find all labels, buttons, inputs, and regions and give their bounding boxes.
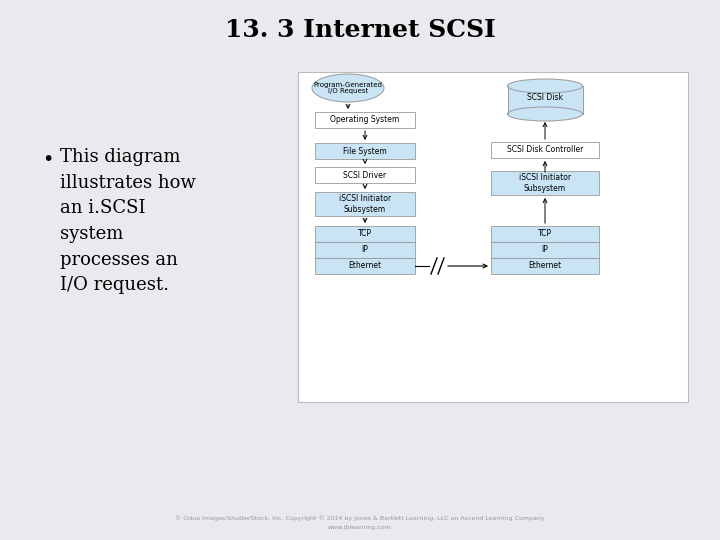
FancyBboxPatch shape bbox=[315, 192, 415, 216]
Text: TCP: TCP bbox=[358, 230, 372, 239]
Ellipse shape bbox=[508, 79, 582, 93]
Text: Ethernet: Ethernet bbox=[528, 261, 562, 271]
FancyBboxPatch shape bbox=[491, 171, 599, 195]
FancyBboxPatch shape bbox=[315, 242, 415, 258]
Text: IP: IP bbox=[541, 246, 549, 254]
FancyBboxPatch shape bbox=[315, 112, 415, 128]
Text: SCSI Disk Controller: SCSI Disk Controller bbox=[507, 145, 583, 154]
FancyBboxPatch shape bbox=[508, 86, 582, 114]
Text: SCSI Driver: SCSI Driver bbox=[343, 171, 387, 179]
Text: © Odua Images/ShutterStock, Inc. Copyright © 2014 by Jones & Bartlett Learning, : © Odua Images/ShutterStock, Inc. Copyrig… bbox=[175, 515, 545, 521]
FancyBboxPatch shape bbox=[491, 226, 599, 242]
FancyBboxPatch shape bbox=[315, 167, 415, 183]
Text: iSCSI Initiator
Subsystem: iSCSI Initiator Subsystem bbox=[339, 194, 391, 214]
Ellipse shape bbox=[508, 107, 582, 121]
FancyBboxPatch shape bbox=[315, 143, 415, 159]
Text: Program-Generated
I/O Request: Program-Generated I/O Request bbox=[314, 82, 382, 94]
Text: www.jblearning.com: www.jblearning.com bbox=[328, 524, 392, 530]
Text: File System: File System bbox=[343, 146, 387, 156]
FancyBboxPatch shape bbox=[315, 226, 415, 242]
FancyBboxPatch shape bbox=[491, 258, 599, 274]
Text: Ethernet: Ethernet bbox=[348, 261, 382, 271]
Text: TCP: TCP bbox=[538, 230, 552, 239]
FancyBboxPatch shape bbox=[315, 258, 415, 274]
Text: This diagram
illustrates how
an i.SCSI
system
processes an
I/O request.: This diagram illustrates how an i.SCSI s… bbox=[60, 148, 196, 294]
Text: SCSI Disk: SCSI Disk bbox=[527, 93, 563, 103]
Text: •: • bbox=[42, 150, 53, 169]
FancyBboxPatch shape bbox=[298, 72, 688, 402]
FancyBboxPatch shape bbox=[491, 142, 599, 158]
Text: iSCSI Initiator
Subsystem: iSCSI Initiator Subsystem bbox=[519, 173, 571, 193]
Text: Operating System: Operating System bbox=[330, 116, 400, 125]
FancyBboxPatch shape bbox=[491, 242, 599, 258]
Ellipse shape bbox=[312, 74, 384, 102]
Text: IP: IP bbox=[361, 246, 369, 254]
Text: 13. 3 Internet SCSI: 13. 3 Internet SCSI bbox=[225, 18, 495, 42]
